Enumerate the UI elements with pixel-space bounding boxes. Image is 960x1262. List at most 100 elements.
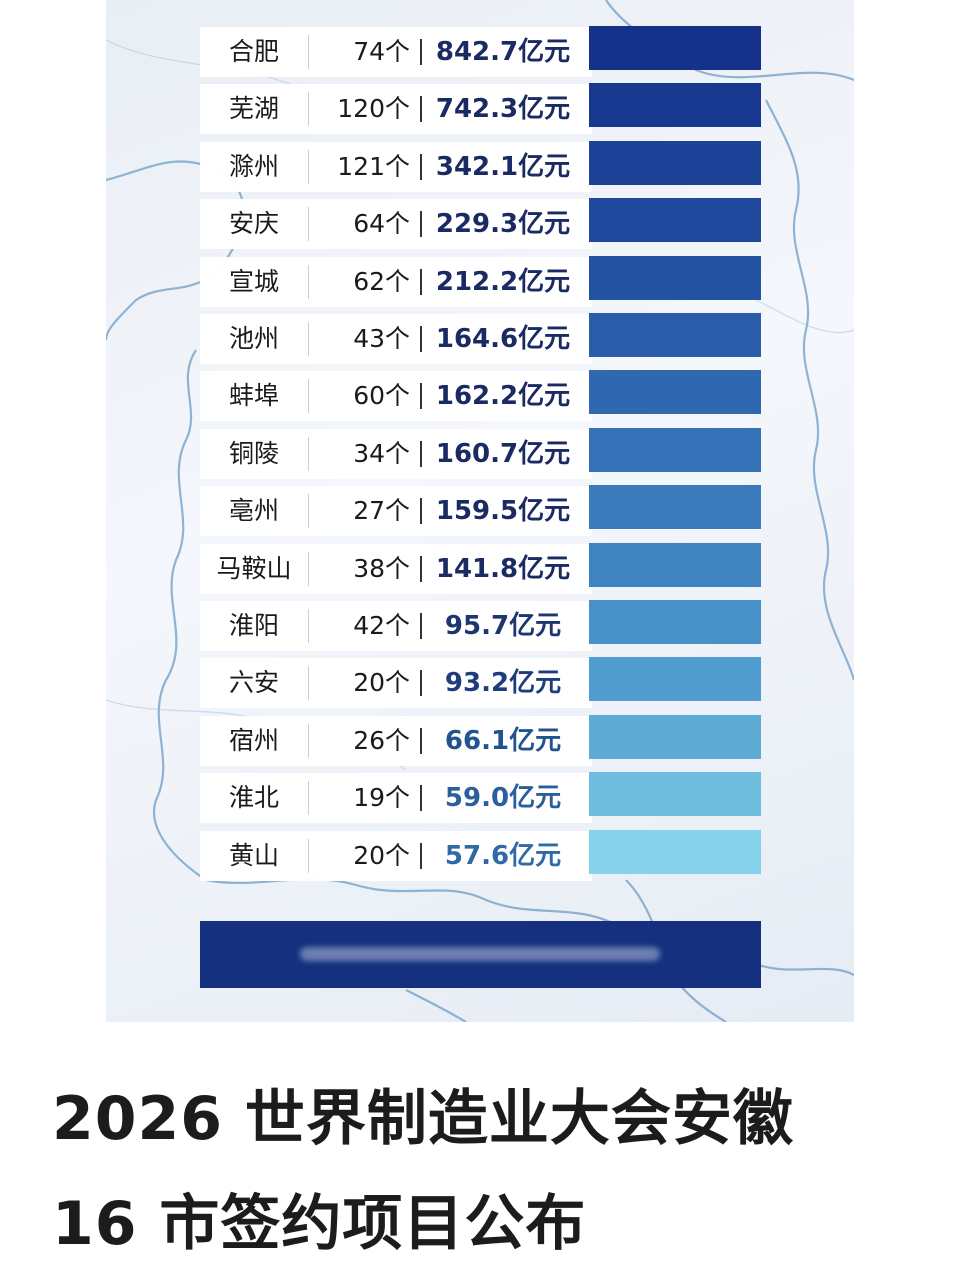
city-name: 合肥 [228,37,279,66]
column-divider [308,609,309,643]
column-divider [308,437,309,471]
column-divider [308,379,309,413]
column-divider [308,781,309,815]
investment-amount: 229.3亿元 [435,209,571,239]
investment-amount: 842.7亿元 [435,37,571,67]
column-divider [308,724,309,758]
value-bar [589,83,761,127]
column-divider [308,207,309,241]
value-bar [589,657,761,701]
project-count: 62个 [353,267,410,296]
table-row: 亳州 27个 159.5亿元 [200,486,592,536]
value-divider [420,211,422,237]
city-name: 池州 [228,324,279,353]
table-row: 马鞍山 38个 141.8亿元 [200,544,592,594]
table-row: 淮北 19个 59.0亿元 [200,773,592,823]
value-bar [589,198,761,242]
table-row: 淮阳 42个 95.7亿元 [200,601,592,651]
project-table: 合肥 74个 842.7亿元 芜湖 120个 742.3亿元 滁州 121个 342.1亿元 安庆… [200,26,761,881]
value-divider [420,613,422,639]
value-bar [589,428,761,472]
table-row: 蚌埠 60个 162.2亿元 [200,371,592,421]
value-divider [420,269,422,295]
project-count: 120个 [337,94,410,123]
blurred-caption [300,947,660,961]
city-name: 六安 [228,668,279,697]
investment-amount: 162.2亿元 [435,381,571,411]
value-divider [420,556,422,582]
value-bar [589,772,761,816]
value-divider [420,326,422,352]
value-divider [420,670,422,696]
column-divider [308,92,309,126]
investment-amount: 212.2亿元 [435,267,571,297]
investment-amount: 164.6亿元 [435,324,571,354]
value-bar [589,313,761,357]
city-name: 蚌埠 [228,381,279,410]
city-name: 宣城 [228,267,279,296]
value-divider [420,39,422,65]
page-title-line-2: 16 市签约项目公布 [52,1189,587,1259]
city-name: 铜陵 [228,439,279,468]
investment-amount: 742.3亿元 [435,94,571,124]
value-bar [589,26,761,70]
project-count: 34个 [353,439,410,468]
value-divider [420,728,422,754]
value-bar [589,543,761,587]
column-divider [308,552,309,586]
value-bar [589,485,761,529]
project-count: 42个 [353,611,410,640]
column-divider [308,35,309,69]
city-name: 亳州 [228,496,279,525]
value-bar [589,715,761,759]
investment-amount: 57.6亿元 [444,841,562,871]
city-name: 宿州 [228,726,279,755]
value-divider [420,843,422,869]
project-count: 60个 [353,381,410,410]
table-row: 合肥 74个 842.7亿元 [200,27,592,77]
table-row: 宿州 26个 66.1亿元 [200,716,592,766]
value-divider [420,785,422,811]
city-name: 淮北 [228,783,279,812]
table-row: 池州 43个 164.6亿元 [200,314,592,364]
project-count: 121个 [337,152,410,181]
value-bar [589,256,761,300]
column-divider [308,494,309,528]
investment-amount: 95.7亿元 [444,611,562,641]
city-name: 马鞍山 [216,554,292,583]
table-row: 宣城 62个 212.2亿元 [200,257,592,307]
project-count: 20个 [353,668,410,697]
column-divider [308,265,309,299]
investment-amount: 342.1亿元 [435,152,571,182]
table-row: 滁州 121个 342.1亿元 [200,142,592,192]
project-count: 20个 [353,841,410,870]
project-count: 19个 [353,783,410,812]
value-divider [420,96,422,122]
column-divider [308,150,309,184]
column-divider [308,839,309,873]
project-count: 64个 [353,209,410,238]
investment-amount: 160.7亿元 [435,439,571,469]
project-count: 74个 [353,37,410,66]
project-count: 43个 [353,324,410,353]
investment-amount: 141.8亿元 [435,554,571,584]
value-bar [589,830,761,874]
value-divider [420,441,422,467]
city-name: 黄山 [228,841,279,870]
investment-amount: 66.1亿元 [444,726,562,756]
table-row: 芜湖 120个 742.3亿元 [200,84,592,134]
table-row: 黄山 20个 57.6亿元 [200,831,592,881]
page-title-line-1: 2026 世界制造业大会安徽 [52,1084,794,1154]
investment-amount: 159.5亿元 [435,496,571,526]
investment-amount: 93.2亿元 [444,668,562,698]
column-divider [308,322,309,356]
city-name: 安庆 [228,209,279,238]
project-count: 27个 [353,496,410,525]
value-divider [420,498,422,524]
table-row: 安庆 64个 229.3亿元 [200,199,592,249]
city-name: 芜湖 [228,94,279,123]
value-bar [589,370,761,414]
table-row: 六安 20个 93.2亿元 [200,658,592,708]
project-count: 26个 [353,726,410,755]
value-bar [589,141,761,185]
